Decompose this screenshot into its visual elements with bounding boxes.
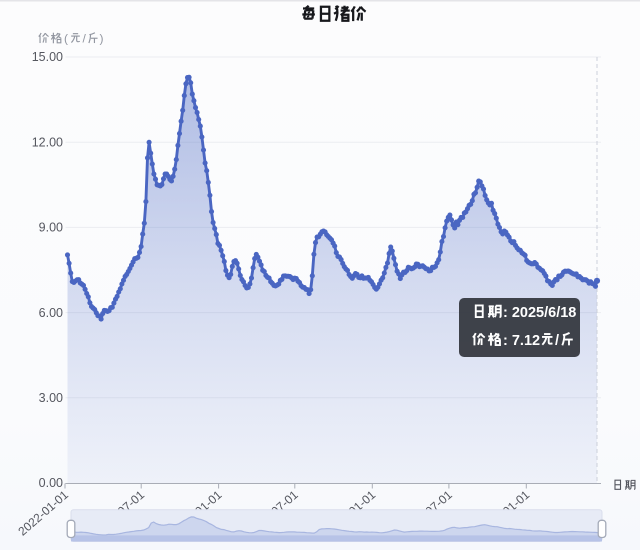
svg-text:12.00: 12.00 bbox=[32, 135, 63, 149]
svg-text:15.00: 15.00 bbox=[32, 50, 63, 64]
svg-text:/: / bbox=[83, 32, 87, 46]
svg-text:: 2025/6/18: : 2025/6/18 bbox=[503, 305, 576, 321]
svg-text:: 7.12: : 7.12 bbox=[503, 333, 540, 349]
svg-text:0.00: 0.00 bbox=[39, 476, 63, 490]
svg-text:): ) bbox=[100, 32, 104, 46]
svg-text:9.00: 9.00 bbox=[39, 221, 63, 235]
svg-text:/: / bbox=[555, 333, 559, 349]
svg-text:3.00: 3.00 bbox=[39, 391, 63, 405]
svg-text:6.00: 6.00 bbox=[39, 306, 63, 320]
svg-text:(: ( bbox=[64, 32, 68, 46]
